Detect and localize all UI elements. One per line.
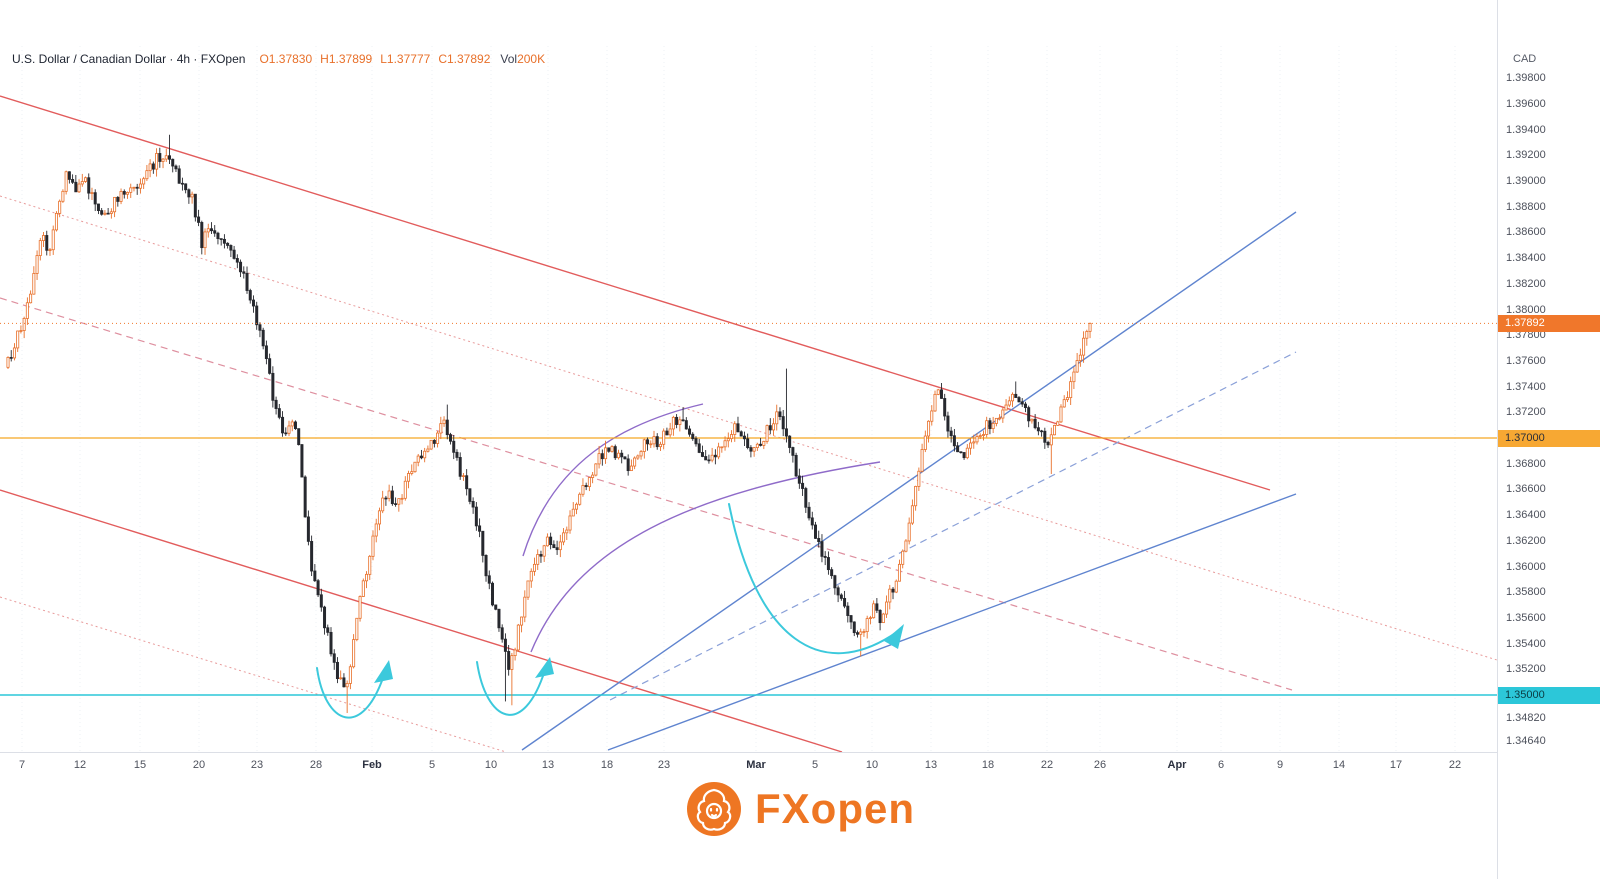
symbol-title[interactable]: U.S. Dollar / Canadian Dollar · 4h · FXO… — [12, 52, 246, 66]
fxopen-logo: FXopen — [685, 780, 915, 838]
time-tick-label: 5 — [428, 759, 436, 771]
close-value: 1.37892 — [446, 52, 491, 66]
cyan-arrowhead-2 — [535, 657, 554, 678]
time-tick-label: 6 — [1217, 759, 1225, 771]
cyan-arrowhead-1 — [374, 660, 393, 683]
fxopen-lion-icon — [687, 782, 741, 836]
time-tick-label: Apr — [1167, 759, 1187, 771]
time-tick-label: 12 — [73, 759, 87, 771]
time-tick-label: 20 — [192, 759, 206, 771]
price-tick-label: 1.36000 — [1506, 560, 1546, 573]
price-badge-level-1-37[interactable]: 1.37000 — [1498, 429, 1600, 447]
price-tick-label: 1.37800 — [1506, 329, 1546, 342]
price-tick-label: 1.39400 — [1506, 123, 1546, 136]
blue-channel-lower[interactable] — [607, 493, 1297, 751]
blue-dashed-median[interactable] — [609, 351, 1297, 701]
time-tick-label: 28 — [309, 759, 323, 771]
price-tick-label: 1.37400 — [1506, 380, 1546, 393]
time-tick-label: 13 — [541, 759, 555, 771]
high-label: H — [320, 52, 329, 66]
time-tick-label: 23 — [250, 759, 264, 771]
fxopen-wordmark-open: open — [810, 785, 915, 832]
time-tick-label: 22 — [1448, 759, 1462, 771]
price-axis[interactable]: CAD 1.39800 1.39600 1.39400 1.39200 1.39000 1… — [1497, 0, 1600, 879]
blue-channel-upper[interactable] — [521, 211, 1297, 751]
time-tick-label: 18 — [981, 759, 995, 771]
price-badge-level-1-35[interactable]: 1.35000 — [1498, 686, 1600, 704]
time-tick-label: 17 — [1389, 759, 1403, 771]
open-value: 1.37830 — [268, 52, 313, 66]
price-tick-label: 1.35400 — [1506, 637, 1546, 650]
price-tick-label: 1.39200 — [1506, 149, 1546, 162]
candles-layer[interactable] — [6, 134, 1092, 713]
price-tick-label: 1.37600 — [1506, 354, 1546, 367]
price-tick-label: 1.34640 — [1506, 735, 1546, 748]
price-tick-label: 1.38000 — [1506, 303, 1546, 316]
fxopen-wordmark: FXopen — [755, 780, 915, 838]
price-tick-label: 1.35200 — [1506, 663, 1546, 676]
time-tick-label: 5 — [811, 759, 819, 771]
time-tick-label: Feb — [362, 759, 382, 771]
price-tick-label: 1.38200 — [1506, 277, 1546, 290]
time-tick-label: 10 — [484, 759, 498, 771]
price-chart-canvas[interactable] — [0, 0, 1497, 879]
open-label: O — [259, 52, 269, 66]
cyan-u-arrow-1[interactable] — [316, 667, 385, 719]
price-tick-label: 1.39800 — [1506, 72, 1546, 85]
curves-front-layer — [0, 322, 1497, 719]
axis-currency-label: CAD — [1513, 53, 1537, 65]
low-value: 1.37777 — [386, 52, 431, 66]
gridlines-layer — [21, 46, 1456, 752]
time-tick-label: 9 — [1276, 759, 1284, 771]
volume-value: 200K — [517, 52, 546, 66]
levels-layer — [0, 437, 1497, 696]
time-tick-label: 14 — [1332, 759, 1346, 771]
price-tick-label: 1.36800 — [1506, 457, 1546, 470]
time-tick-label: 22 — [1040, 759, 1054, 771]
purple-arc-upper[interactable] — [522, 403, 704, 557]
price-tick-label: 1.36600 — [1506, 483, 1546, 496]
low-label: L — [380, 52, 387, 66]
price-tick-label: 1.34820 — [1506, 712, 1546, 725]
close-label: C — [438, 52, 447, 66]
time-tick-label: 15 — [133, 759, 147, 771]
price-tick-label: 1.36200 — [1506, 534, 1546, 547]
red-dotted-lower[interactable] — [0, 596, 507, 753]
cyan-u-arrow-3[interactable] — [728, 503, 898, 655]
price-tick-label: 1.39600 — [1506, 97, 1546, 110]
price-badge-last-price[interactable]: 1.37892 — [1498, 314, 1600, 332]
time-tick-label: 23 — [657, 759, 671, 771]
time-axis[interactable]: 7 12 15 20 23 28 Feb 5 10 13 18 23 Mar 5 10 13 18 22 26 Apr… — [0, 752, 1600, 778]
price-tick-label: 1.38400 — [1506, 252, 1546, 265]
trendlines-layer — [0, 95, 1497, 753]
red-dotted-mid[interactable] — [0, 195, 1497, 661]
cyan-u-arrow-2[interactable] — [476, 661, 546, 716]
red-dashed-median[interactable] — [0, 297, 1293, 691]
time-tick-label: 7 — [18, 759, 26, 771]
price-tick-label: 1.35600 — [1506, 611, 1546, 624]
time-tick-label: 18 — [600, 759, 614, 771]
price-tick-label: 1.38800 — [1506, 200, 1546, 213]
time-tick-label: 10 — [865, 759, 879, 771]
red-channel-upper[interactable] — [0, 95, 1271, 491]
symbol-legend[interactable]: U.S. Dollar / Canadian Dollar · 4h · FXO… — [12, 52, 545, 66]
volume-label: Vol — [500, 52, 518, 66]
high-value: 1.37899 — [328, 52, 373, 66]
cyan-arrowhead-3 — [884, 624, 904, 649]
price-tick-label: 1.35800 — [1506, 586, 1546, 599]
price-tick-label: 1.37200 — [1506, 406, 1546, 419]
time-tick-label: 26 — [1093, 759, 1107, 771]
price-tick-label: 1.39000 — [1506, 175, 1546, 187]
purple-arc-lower[interactable] — [530, 461, 881, 653]
price-tick-label: 1.36400 — [1506, 509, 1546, 522]
time-tick-label: 13 — [924, 759, 938, 771]
red-channel-lower[interactable] — [0, 489, 843, 753]
price-tick-label: 1.38600 — [1506, 226, 1546, 239]
fxopen-wordmark-fx: FX — [755, 785, 811, 832]
time-tick-label: Mar — [746, 759, 766, 771]
curves-back-layer — [522, 403, 881, 653]
